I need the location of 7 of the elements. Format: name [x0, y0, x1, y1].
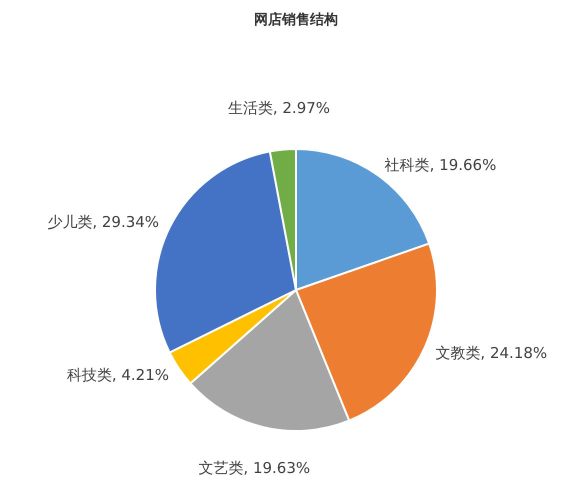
slice-label: 文艺类, 19.63% — [197, 458, 312, 478]
slice-label: 少儿类, 29.34% — [46, 212, 160, 232]
slice-label: 生活类, 2.97% — [226, 98, 332, 118]
slice-label: 文教类, 24.18% — [435, 342, 548, 363]
slice-label: 社科类, 19.66% — [384, 155, 498, 176]
chart-title: 网店销售结构 — [253, 11, 339, 29]
slice-label: 科技类, 4.21% — [66, 365, 170, 386]
